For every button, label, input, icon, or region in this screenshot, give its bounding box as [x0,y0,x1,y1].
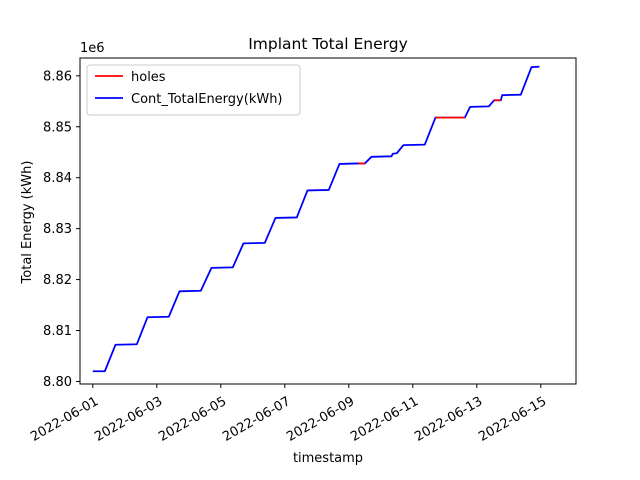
legend-label-holes: holes [131,70,166,85]
y-offset-label: 1e6 [80,41,105,56]
plot-frame [79,57,577,385]
chart-title: Implant Total Energy [248,35,408,53]
y-tick-label-2: 8.81 [43,324,72,339]
y-axis: 8.80 8.81 8.82 8.83 8.84 8.85 8.86 [43,69,80,390]
legend: holes Cont_TotalEnergy(kWh) [86,64,301,116]
y-tick-label-5: 8.84 [43,171,72,186]
y-axis-title: Total Energy (kWh) [20,161,35,285]
y-tick-label-7: 8.86 [43,69,72,84]
legend-label-energy: Cont_TotalEnergy(kWh) [131,92,283,107]
legend-box [86,64,301,116]
series-layer [92,65,540,373]
y-tick-label-1: 8.80 [43,375,72,390]
y-tick-label-4: 8.83 [43,222,72,237]
x-axis-title: timestamp [293,451,363,466]
y-tick-label-6: 8.85 [43,120,72,135]
y-tick-label-3: 8.82 [43,273,72,288]
